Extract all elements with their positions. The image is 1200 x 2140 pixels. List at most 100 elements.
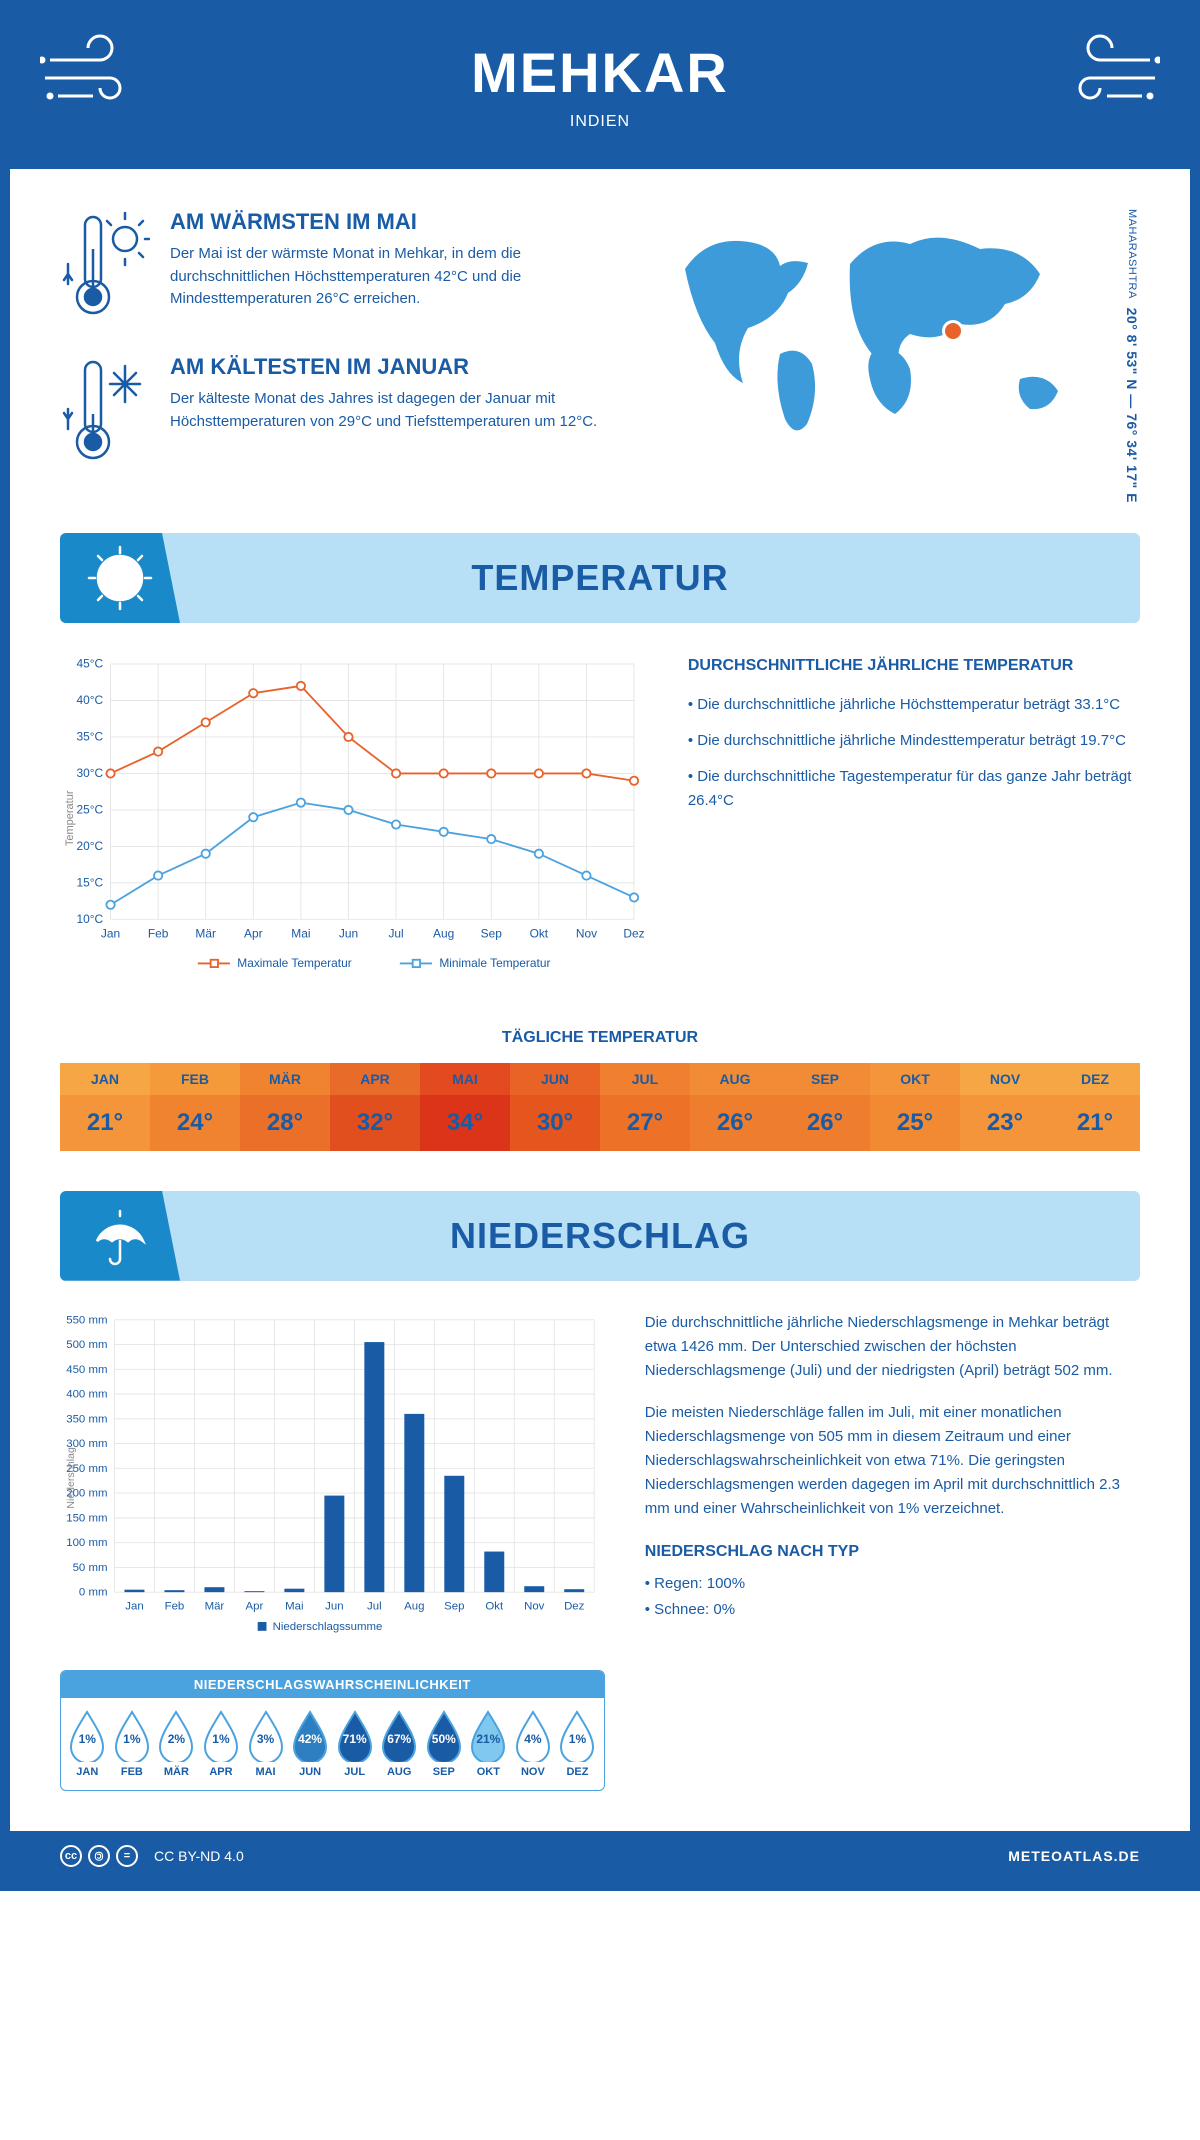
probability-drop: 1%APR xyxy=(199,1710,244,1778)
svg-text:400 mm: 400 mm xyxy=(66,1388,107,1400)
svg-text:20°C: 20°C xyxy=(77,839,104,853)
coordinates: MAHARASHTRA 20° 8' 53" N — 76° 34' 17" E xyxy=(1124,209,1140,503)
svg-text:Jun: Jun xyxy=(339,927,358,941)
probability-drop: 4%NOV xyxy=(511,1710,556,1778)
footer: cc 🄯 = CC BY-ND 4.0 METEOATLAS.DE xyxy=(10,1831,1190,1881)
svg-text:10°C: 10°C xyxy=(77,912,104,926)
precipitation-description: Die durchschnittliche jährliche Niedersc… xyxy=(645,1311,1140,1791)
precipitation-probability-box: NIEDERSCHLAGSWAHRSCHEINLICHKEIT 1%JAN1%F… xyxy=(60,1670,605,1791)
svg-text:Dez: Dez xyxy=(623,927,644,941)
temp-cell: OKT25° xyxy=(870,1063,960,1151)
svg-text:Maximale Temperatur: Maximale Temperatur xyxy=(237,956,351,970)
svg-text:Nov: Nov xyxy=(576,927,597,941)
svg-text:Sep: Sep xyxy=(481,927,503,941)
temp-cell: AUG26° xyxy=(690,1063,780,1151)
svg-text:40°C: 40°C xyxy=(77,693,104,707)
svg-text:15°C: 15°C xyxy=(77,876,104,890)
svg-text:25°C: 25°C xyxy=(77,803,104,817)
city-title: MEHKAR xyxy=(30,40,1170,105)
svg-text:45°C: 45°C xyxy=(77,657,104,671)
cold-text: Der kälteste Monat des Jahres ist dagege… xyxy=(170,388,620,433)
svg-text:Mär: Mär xyxy=(195,927,216,941)
warm-text: Der Mai ist der wärmste Monat in Mehkar,… xyxy=(170,243,620,311)
probability-drop: 2%MÄR xyxy=(154,1710,199,1778)
daily-temperature-strip: JAN21°FEB24°MÄR28°APR32°MAI34°JUN30°JUL2… xyxy=(60,1063,1140,1151)
probability-drop: 42%JUN xyxy=(288,1710,333,1778)
temp-cell: JAN21° xyxy=(60,1063,150,1151)
temp-cell: NOV23° xyxy=(960,1063,1050,1151)
svg-text:Jan: Jan xyxy=(101,927,120,941)
temp-cell: MAI34° xyxy=(420,1063,510,1151)
temperature-banner: TEMPERATUR xyxy=(60,533,1140,623)
intro-section: AM WÄRMSTEN IM MAI Der Mai ist der wärms… xyxy=(10,169,1190,533)
temp-cell: JUL27° xyxy=(600,1063,690,1151)
thermometer-hot-icon xyxy=(60,209,150,319)
cc-icon: cc xyxy=(60,1845,82,1867)
svg-text:500 mm: 500 mm xyxy=(66,1339,107,1351)
svg-text:Jul: Jul xyxy=(367,1600,382,1612)
nd-icon: = xyxy=(116,1845,138,1867)
svg-text:Mär: Mär xyxy=(205,1600,225,1612)
svg-text:Temperatur: Temperatur xyxy=(64,790,76,846)
svg-text:Sep: Sep xyxy=(444,1600,464,1612)
svg-text:Minimale Temperatur: Minimale Temperatur xyxy=(439,956,550,970)
world-map xyxy=(660,209,1112,454)
wind-icon xyxy=(1050,30,1160,120)
by-icon: 🄯 xyxy=(88,1845,110,1867)
temp-cell: DEZ21° xyxy=(1050,1063,1140,1151)
svg-text:Aug: Aug xyxy=(433,927,454,941)
svg-text:550 mm: 550 mm xyxy=(66,1314,107,1326)
svg-text:30°C: 30°C xyxy=(77,766,104,780)
thermometer-cold-icon xyxy=(60,354,150,464)
probability-drop: 1%DEZ xyxy=(555,1710,600,1778)
temp-cell: MÄR28° xyxy=(240,1063,330,1151)
sun-icon xyxy=(85,543,155,613)
temp-cell: FEB24° xyxy=(150,1063,240,1151)
svg-text:Dez: Dez xyxy=(564,1600,585,1612)
temp-cell: SEP26° xyxy=(780,1063,870,1151)
infographic-page: MEHKAR INDIEN AM WÄRMSTEN IM MAI Der Mai… xyxy=(0,0,1200,1891)
svg-text:35°C: 35°C xyxy=(77,730,104,744)
svg-text:100 mm: 100 mm xyxy=(66,1537,107,1549)
license-block: cc 🄯 = CC BY-ND 4.0 xyxy=(60,1845,244,1867)
svg-text:0 mm: 0 mm xyxy=(79,1586,108,1598)
probability-drop: 50%SEP xyxy=(422,1710,467,1778)
svg-text:Feb: Feb xyxy=(165,1600,185,1612)
svg-text:Okt: Okt xyxy=(530,927,549,941)
svg-text:450 mm: 450 mm xyxy=(66,1363,107,1375)
svg-text:Apr: Apr xyxy=(244,927,263,941)
country-label: INDIEN xyxy=(30,113,1170,131)
probability-drop: 71%JUL xyxy=(332,1710,377,1778)
section-title: NIEDERSCHLAG xyxy=(450,1215,750,1257)
svg-text:Jul: Jul xyxy=(388,927,403,941)
svg-text:Aug: Aug xyxy=(404,1600,424,1612)
temp-cell: APR32° xyxy=(330,1063,420,1151)
precipitation-banner: NIEDERSCHLAG xyxy=(60,1191,1140,1281)
umbrella-icon xyxy=(85,1201,155,1271)
svg-text:Jun: Jun xyxy=(325,1600,343,1612)
svg-text:Feb: Feb xyxy=(148,927,169,941)
daily-temp-title: TÄGLICHE TEMPERATUR xyxy=(10,1029,1190,1047)
cold-title: AM KÄLTESTEN IM JANUAR xyxy=(170,354,620,380)
svg-text:Mai: Mai xyxy=(291,927,310,941)
probability-drop: 21%OKT xyxy=(466,1710,511,1778)
temp-cell: JUN30° xyxy=(510,1063,600,1151)
svg-text:150 mm: 150 mm xyxy=(66,1512,107,1524)
svg-text:Jan: Jan xyxy=(125,1600,143,1612)
warmest-block: AM WÄRMSTEN IM MAI Der Mai ist der wärms… xyxy=(60,209,620,324)
svg-text:Apr: Apr xyxy=(246,1600,264,1612)
svg-text:50 mm: 50 mm xyxy=(73,1562,108,1574)
probability-drop: 67%AUG xyxy=(377,1710,422,1778)
coldest-block: AM KÄLTESTEN IM JANUAR Der kälteste Mona… xyxy=(60,354,620,469)
probability-drop: 3%MAI xyxy=(243,1710,288,1778)
temperature-line-chart: 10°C 15°C 20°C 25°C 30°C 35°C 40°C 45°C Temperat… xyxy=(60,653,648,989)
section-title: TEMPERATUR xyxy=(471,557,728,599)
svg-text:Mai: Mai xyxy=(285,1600,303,1612)
svg-text:350 mm: 350 mm xyxy=(66,1413,107,1425)
warm-title: AM WÄRMSTEN IM MAI xyxy=(170,209,620,235)
precipitation-bar-chart: 0 mm50 mm100 mm150 mm200 mm250 mm300 mm3… xyxy=(60,1311,605,1650)
probability-drop: 1%JAN xyxy=(65,1710,110,1778)
svg-text:Niederschlagssumme: Niederschlagssumme xyxy=(273,1621,383,1633)
wind-icon xyxy=(40,30,150,120)
temperature-description: DURCHSCHNITTLICHE JÄHRLICHE TEMPERATUR •… xyxy=(688,653,1140,989)
